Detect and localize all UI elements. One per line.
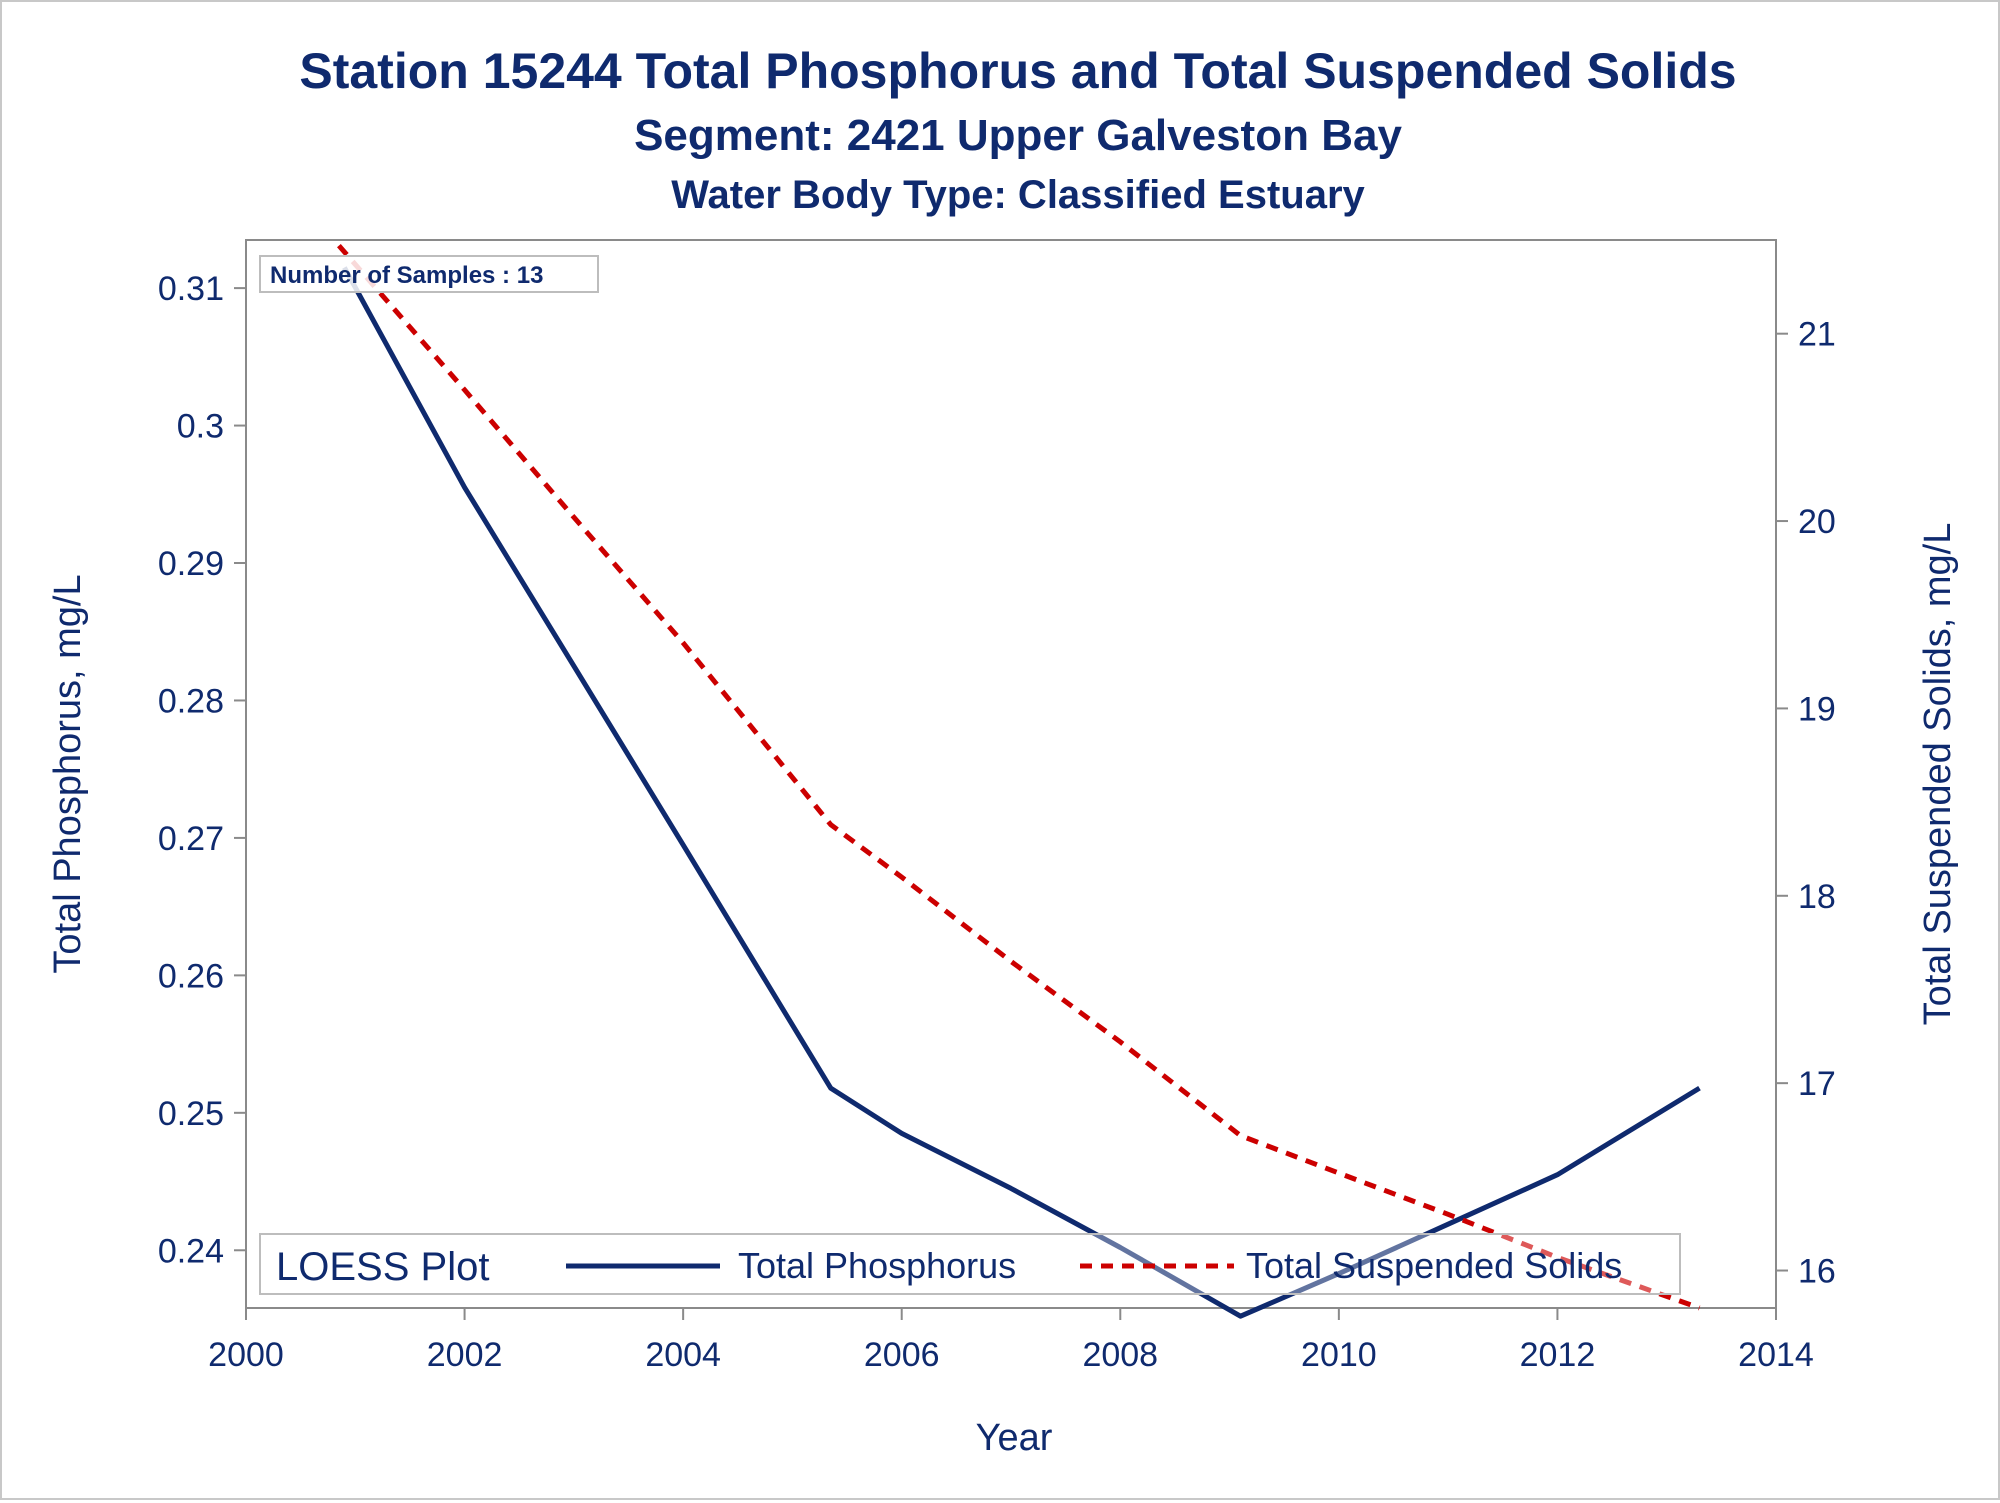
sample-count-frame — [259, 255, 599, 293]
x-axis-ticks: 2000 2002 2004 2006 2008 2010 2012 2014 — [208, 1308, 1814, 1374]
plot-area — [245, 239, 1777, 1309]
y2-tick-label: 20 — [1798, 503, 1836, 541]
series-line-total-phosphorus — [342, 266, 1701, 1319]
x-tick-label: 2012 — [1520, 1336, 1596, 1374]
y2-tick-label: 21 — [1798, 316, 1836, 354]
series-layer — [337, 243, 1701, 1319]
legend-frame — [259, 1233, 1681, 1295]
x-tick-label: 2014 — [1738, 1336, 1814, 1374]
y2-tick-label: 16 — [1798, 1253, 1836, 1291]
y-tick-label: 0.31 — [158, 270, 224, 308]
chart-subtitle: Segment: 2421 Upper Galveston Bay — [634, 111, 1402, 160]
y2-axis-ticks: 16 17 18 19 20 21 — [1776, 316, 1836, 1291]
y-axis-ticks: 0.24 0.25 0.26 0.27 0.28 0.29 0.3 0.31 — [158, 270, 246, 1270]
y2-tick-label: 18 — [1798, 878, 1836, 916]
x-tick-label: 2004 — [645, 1336, 721, 1374]
chart-subtitle-2: Water Body Type: Classified Estuary — [671, 173, 1365, 217]
x-axis-label: Year — [976, 1417, 1053, 1459]
series-line-total-suspended-solids — [337, 243, 1701, 1311]
y-tick-label: 0.25 — [158, 1095, 224, 1133]
y-tick-label: 0.26 — [158, 957, 224, 995]
y2-tick-label: 17 — [1798, 1065, 1836, 1103]
x-tick-label: 2000 — [208, 1336, 284, 1374]
x-tick-label: 2010 — [1301, 1336, 1377, 1374]
y-axis-label: Total Phosphorus, mg/L — [47, 574, 89, 973]
y-tick-label: 0.3 — [177, 408, 224, 446]
y-tick-label: 0.27 — [158, 820, 224, 858]
y-tick-label: 0.28 — [158, 682, 224, 720]
chart-title: Station 15244 Total Phosphorus and Total… — [299, 43, 1736, 99]
sample-count-annotation: Number of Samples : 13 — [270, 262, 543, 289]
legend-label-total-suspended-solids: Total Suspended Solids — [1246, 1245, 1622, 1286]
sample-count-box: Number of Samples : 13 — [259, 255, 599, 293]
y-tick-label: 0.29 — [158, 545, 224, 583]
x-tick-label: 2006 — [864, 1336, 940, 1374]
legend: LOESS Plot Total Phosphorus Total Suspen… — [259, 1233, 1681, 1295]
y2-tick-label: 19 — [1798, 690, 1836, 728]
y2-axis-label: Total Suspended Solids, mg/L — [1917, 523, 1959, 1026]
x-tick-label: 2008 — [1082, 1336, 1158, 1374]
x-tick-label: 2002 — [427, 1336, 503, 1374]
y-tick-label: 0.24 — [158, 1232, 224, 1270]
legend-title: LOESS Plot — [276, 1245, 489, 1289]
legend-label-total-phosphorus: Total Phosphorus — [738, 1245, 1016, 1286]
